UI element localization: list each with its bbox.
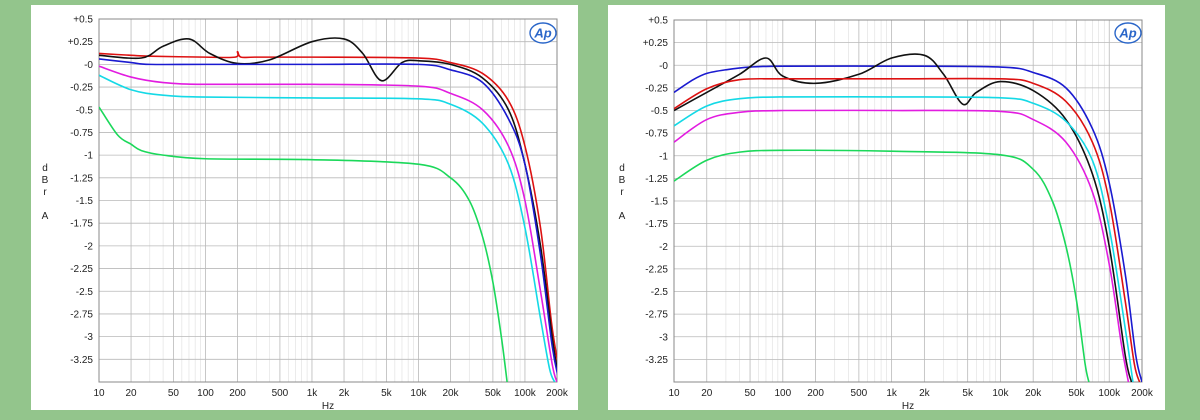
chart-panel-right: +0.5 +0.25 -0 -0.25 -0.5 -0.75 -1 -1.25 -1.5 -1.7… bbox=[608, 5, 1165, 410]
x-tick-label: 50 bbox=[168, 388, 180, 399]
x-tick-label: 20 bbox=[701, 388, 713, 399]
x-tick-label: 200k bbox=[1131, 388, 1154, 399]
ap-logo-ring bbox=[529, 22, 557, 44]
y-tick-label: +0.5 bbox=[73, 15, 93, 26]
y-tick-label: -0.25 bbox=[70, 83, 93, 94]
x-tick-label: 20 bbox=[125, 388, 137, 399]
x-tick-label: 5k bbox=[381, 388, 393, 399]
plot-frame bbox=[98, 18, 558, 383]
series-line-blue bbox=[99, 58, 557, 376]
x-tick-label: 100k bbox=[1098, 388, 1121, 399]
x-tick-label: 10k bbox=[410, 388, 427, 399]
series-line-magenta bbox=[99, 65, 557, 382]
x-tick-label: 1k bbox=[307, 388, 319, 399]
y-tick-label: -3.25 bbox=[70, 355, 93, 366]
y-tick-label: -1.75 bbox=[645, 219, 668, 230]
y-axis-label-char: B bbox=[42, 175, 49, 186]
series-line-cyan bbox=[99, 74, 556, 382]
x-tick-label: 200k bbox=[546, 388, 569, 399]
y-tick-label: +0.5 bbox=[648, 16, 668, 27]
chart-left: +0.5 +0.25 -0 -0.25 -0.5 -0.75 -1 -1.25 -1.5 -1.7… bbox=[42, 15, 569, 411]
y-tick-label: -2.25 bbox=[645, 264, 668, 275]
x-tick-label: 100 bbox=[197, 388, 214, 399]
x-tick-label: 20k bbox=[442, 388, 459, 399]
y-axis-label-char: r bbox=[620, 187, 624, 198]
plot-frame bbox=[673, 19, 1143, 383]
y-tick-label: +0.25 bbox=[643, 38, 669, 49]
y-tick-label: -1.5 bbox=[76, 196, 94, 207]
y-tick-label: -2.25 bbox=[70, 264, 93, 275]
x-axis-label: Hz bbox=[322, 401, 334, 410]
x-tick-label: 500 bbox=[851, 388, 868, 399]
x-tick-label: 50 bbox=[744, 388, 756, 399]
ap-logo-text: Ap bbox=[1118, 26, 1136, 41]
ap-logo: Ap bbox=[1114, 22, 1142, 44]
y-tick-label: -2.75 bbox=[70, 309, 93, 320]
chart-panel-left: +0.5 +0.25 -0 -0.25 -0.5 -0.75 -1 -1.25 -1.5 -1.7… bbox=[31, 5, 578, 410]
y-tick-label: -1.5 bbox=[651, 197, 669, 208]
y-tick-label: -2 bbox=[84, 241, 93, 252]
grid bbox=[98, 18, 558, 383]
x-tick-label: 10 bbox=[93, 388, 105, 399]
y-tick-label: -1 bbox=[84, 151, 93, 162]
series-line-red bbox=[674, 77, 1141, 382]
y-tick-label: -0.5 bbox=[76, 105, 94, 116]
y-axis-label: dBr A bbox=[619, 163, 626, 222]
y-axis-label-char: B bbox=[619, 175, 626, 186]
x-tick-label: 50k bbox=[1068, 388, 1085, 399]
y-tick-label: -3 bbox=[84, 332, 93, 343]
y-tick-label: -1.25 bbox=[645, 174, 668, 185]
x-tick-label: 500 bbox=[272, 388, 289, 399]
series-group bbox=[99, 37, 557, 382]
y-tick-label: -0.5 bbox=[651, 106, 669, 117]
series-line-green bbox=[674, 149, 1090, 382]
x-tick-label: 200 bbox=[807, 388, 824, 399]
y-tick-label: +0.25 bbox=[68, 37, 94, 48]
x-tick-label: 5k bbox=[962, 388, 974, 399]
ap-logo: Ap bbox=[529, 22, 557, 44]
grid bbox=[673, 19, 1143, 383]
series-line-magenta bbox=[674, 109, 1130, 382]
chart-right: +0.5 +0.25 -0 -0.25 -0.5 -0.75 -1 -1.25 -1.5 -1.7… bbox=[619, 16, 1154, 411]
y-tick-label: -1.25 bbox=[70, 173, 93, 184]
x-tick-label: 50k bbox=[485, 388, 502, 399]
y-axis-label-char: A bbox=[42, 211, 49, 222]
x-tick-label: 200 bbox=[229, 388, 246, 399]
y-tick-label: -1.75 bbox=[70, 219, 93, 230]
x-tick-label: 100 bbox=[774, 388, 791, 399]
y-tick-label: -0 bbox=[84, 60, 93, 71]
x-tick-label: 10k bbox=[992, 388, 1009, 399]
y-tick-label: -2 bbox=[659, 242, 668, 253]
y-tick-label: -1 bbox=[659, 151, 668, 162]
series-line-red bbox=[99, 50, 557, 363]
ap-logo-text: Ap bbox=[533, 26, 551, 41]
x-tick-label: 100k bbox=[514, 388, 537, 399]
y-tick-label: -0 bbox=[659, 61, 668, 72]
y-axis-label-char: d bbox=[42, 163, 48, 174]
y-tick-label: -2.5 bbox=[651, 287, 669, 298]
series-line-green bbox=[99, 106, 508, 382]
x-axis-label: Hz bbox=[902, 401, 914, 410]
y-axis-label: dBr A bbox=[42, 163, 49, 222]
series-group bbox=[674, 53, 1142, 382]
y-tick-label: -0.75 bbox=[645, 129, 668, 140]
series-line-blue bbox=[674, 65, 1142, 382]
series-line-cyan bbox=[674, 95, 1134, 382]
x-tick-label: 2k bbox=[919, 388, 931, 399]
y-axis-label-char: r bbox=[43, 187, 47, 198]
y-axis-label-char: A bbox=[619, 211, 626, 222]
x-tick-label: 20k bbox=[1025, 388, 1042, 399]
y-tick-label: -0.25 bbox=[645, 83, 668, 94]
y-tick-label: -2.5 bbox=[76, 287, 94, 298]
x-tick-label: 1k bbox=[886, 388, 898, 399]
x-tick-label: 2k bbox=[339, 388, 351, 399]
y-axis-label-char: d bbox=[619, 163, 625, 174]
y-tick-label: -3.25 bbox=[645, 355, 668, 366]
y-tick-label: -2.75 bbox=[645, 310, 668, 321]
x-tick-label: 10 bbox=[668, 388, 680, 399]
series-line-black bbox=[674, 53, 1133, 382]
ap-logo-ring bbox=[1114, 22, 1142, 44]
y-tick-label: -3 bbox=[659, 332, 668, 343]
y-tick-label: -0.75 bbox=[70, 128, 93, 139]
